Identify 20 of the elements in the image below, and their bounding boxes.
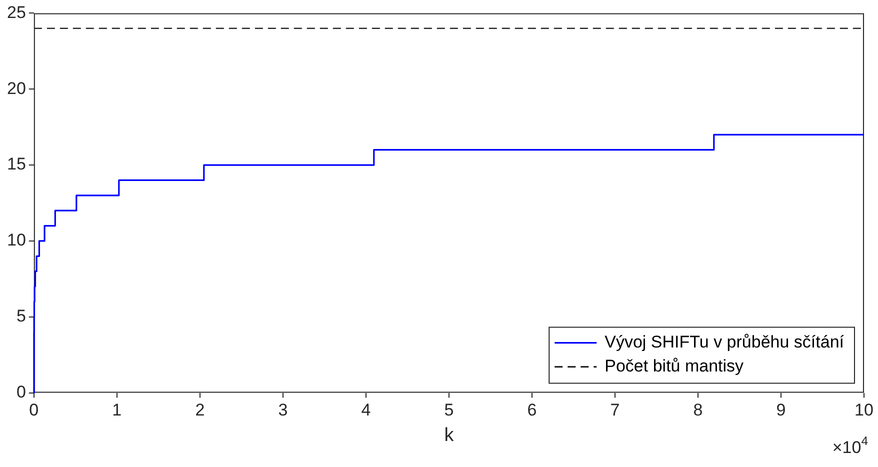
x-tick-label: 1	[112, 400, 122, 420]
y-tick-label: 10	[6, 230, 26, 250]
y-tick-label: 25	[6, 2, 26, 22]
y-tick-label: 5	[16, 306, 26, 326]
x-tick-label: 0	[29, 400, 39, 420]
x-tick-label: 8	[693, 400, 703, 420]
x-tick-label: 5	[444, 400, 454, 420]
y-tick-label: 0	[16, 382, 26, 402]
y-tick-label: 15	[6, 154, 26, 174]
x-tick-label: 10	[854, 400, 874, 420]
x-axis-title: k	[444, 424, 454, 446]
x-tick-label: 2	[195, 400, 205, 420]
x-tick-label: 3	[278, 400, 288, 420]
x-tick-label: 4	[361, 400, 371, 420]
x-tick-label: 7	[610, 400, 620, 420]
legend-label: Počet bitů mantisy	[604, 356, 744, 376]
legend-label: Vývoj SHIFTu v průběhu sčítání	[604, 332, 844, 352]
y-tick-label: 20	[6, 78, 26, 98]
x-tick-label: 9	[776, 400, 786, 420]
x-tick-label: 6	[527, 400, 537, 420]
